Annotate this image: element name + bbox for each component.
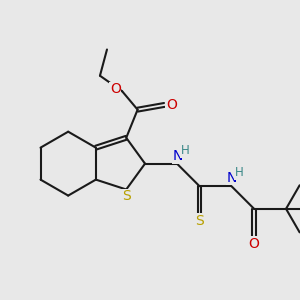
Text: H: H [235, 166, 244, 179]
Text: O: O [166, 98, 177, 112]
Text: S: S [195, 214, 204, 228]
Text: O: O [110, 82, 121, 96]
Text: S: S [122, 190, 130, 203]
Text: N: N [172, 149, 183, 163]
Text: O: O [249, 237, 260, 251]
Text: N: N [227, 171, 238, 185]
Text: H: H [180, 144, 189, 157]
